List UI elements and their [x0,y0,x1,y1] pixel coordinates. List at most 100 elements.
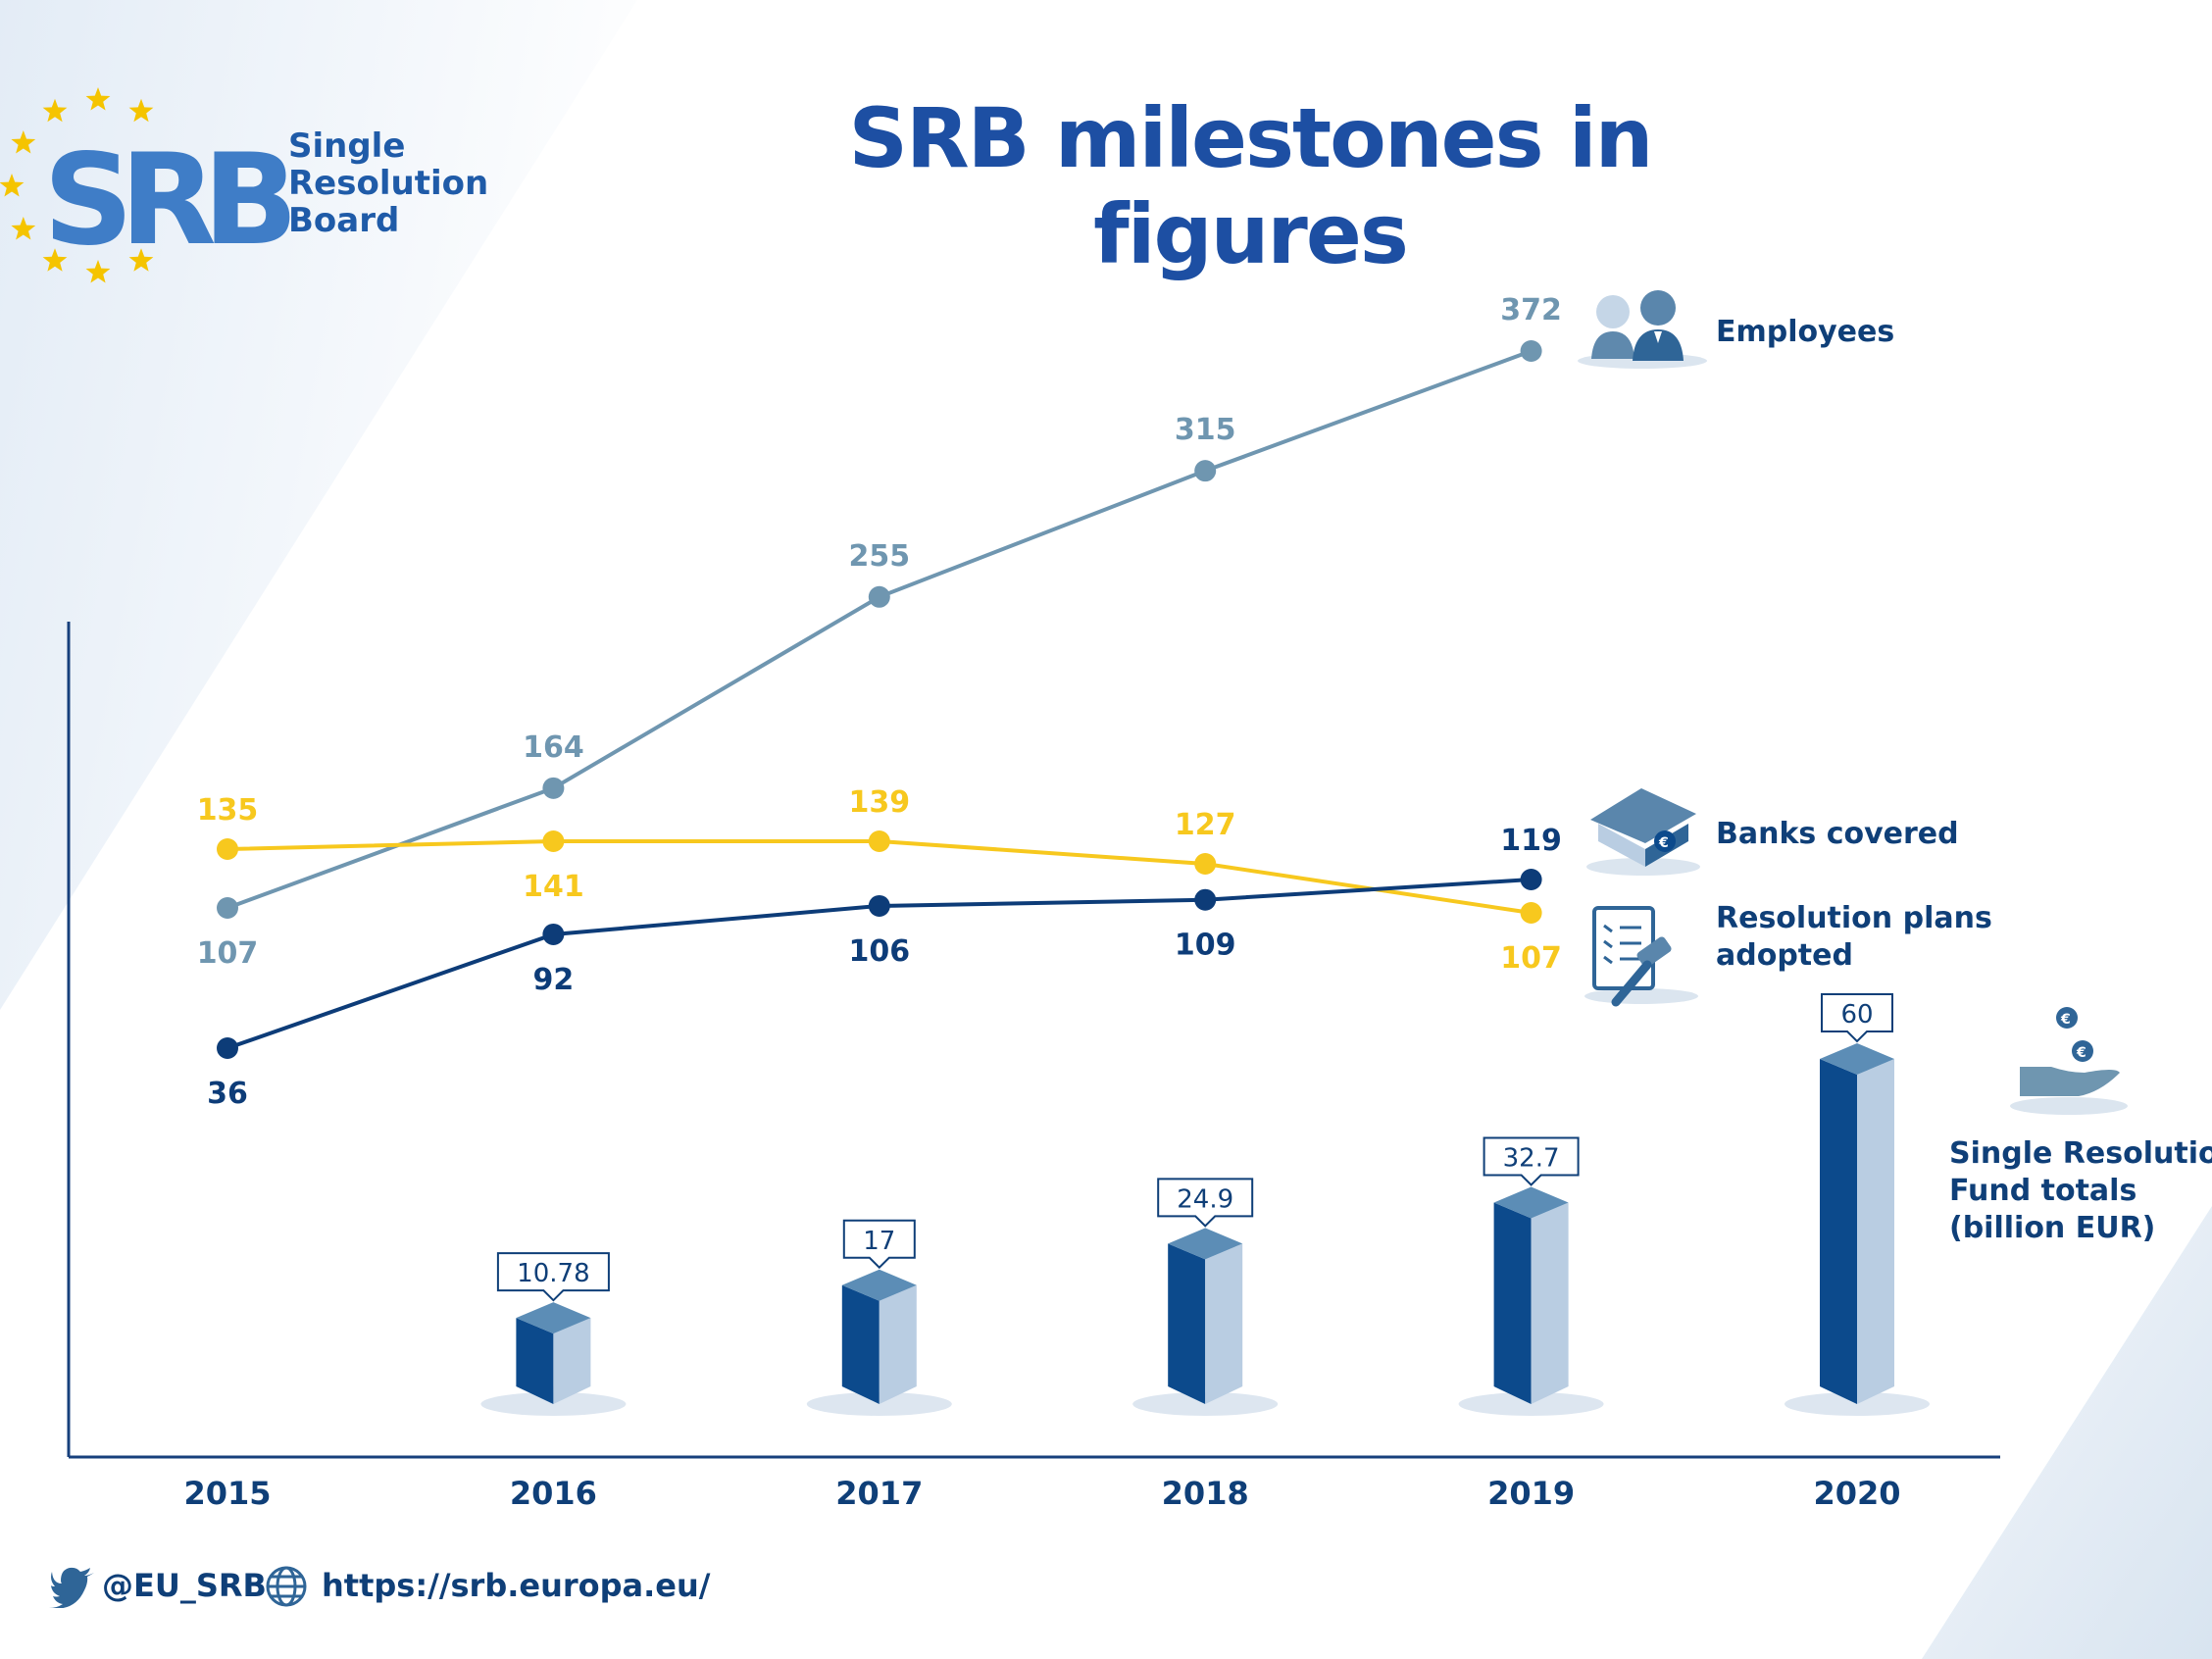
banks-covered-point [1520,869,1542,890]
background-right-triangle [1922,1206,2212,1659]
fund-value-callout [496,1252,610,1302]
banks-covered-point [868,894,890,917]
fund-bar-front [1820,1059,1857,1404]
fund-data-label: 17 [863,1227,895,1256]
footer-twitter-handle[interactable]: @EU_SRB [102,1567,267,1604]
logo-line-2: Resolution [288,164,489,203]
background-left-triangle [0,0,637,1010]
fund-bar-side [1857,1059,1894,1404]
fund-bar-top [1493,1186,1569,1219]
employees-point [217,897,238,919]
fund-bar-side [1531,1202,1569,1404]
eu-stars-icon [0,87,154,283]
employees-data-label: 107 [197,936,259,971]
fund-value-callout [1483,1136,1580,1186]
resolution-plans-point [217,838,238,860]
legend-fund-totals: Single Resolution Fund totals (billion E… [1949,1135,2212,1247]
x-tick-label: 2015 [183,1475,271,1512]
svg-text:€: € [2060,1012,2071,1028]
employees-data-label: 315 [1175,413,1236,447]
bank-icon: € [1586,788,1700,876]
employees-icon [1578,290,1707,369]
fund-bar-top [1820,1043,1894,1075]
legend-fund-line-1: Single Resolution [1949,1136,2212,1171]
employees-line [226,349,1533,910]
eu-star [85,260,111,283]
eu-star [0,174,25,197]
banks-covered-data-label: 36 [207,1077,248,1111]
employees-point [868,585,890,608]
banks-covered-point [1194,888,1217,911]
fund-data-label: 60 [1840,1000,1873,1030]
resolution-plans-data-label: 127 [1175,808,1236,842]
legend-banks-covered: Banks covered [1716,817,1959,851]
fund-bar-top [841,1269,917,1301]
logo-wordmark: Single Resolution Board [288,127,488,239]
fund-bar-front [1168,1243,1206,1404]
resolution-plans-point [542,830,565,852]
logo-letters: SRB [43,127,290,274]
globe-icon [266,1566,307,1607]
legend-employees: Employees [1716,315,1895,349]
banks-covered-data-label: 119 [1500,824,1562,858]
eu-star [128,98,154,123]
fund-value-callout [1157,1178,1254,1228]
fund-data-label: 10.78 [517,1259,589,1288]
svg-text:€: € [2076,1045,2086,1061]
eu-star [42,248,68,272]
gavel-checklist-icon [1584,906,1698,1007]
banks-covered-data-label: 106 [848,934,910,969]
eu-star [11,217,36,240]
eu-star [42,98,68,123]
legend-resolution-plans: Resolution plans adopted [1716,900,1992,975]
banks-covered-point [542,923,565,945]
legend-resolution-line-1: Resolution plans [1716,901,1992,935]
resolution-plans-data-label: 141 [523,870,584,904]
employees-point [1194,460,1217,482]
srb-logo: SRB [0,87,294,283]
eu-star [85,87,111,111]
fund-bar-front [841,1284,880,1404]
resolution-plans-point [1520,902,1542,924]
banks-covered-point [217,1037,238,1059]
resolution-plans-data-label: 135 [197,793,259,828]
fund-data-label: 24.9 [1177,1184,1233,1214]
employees-point [1520,340,1542,362]
fund-value-callout [842,1219,916,1270]
svg-text:€: € [1658,835,1669,851]
x-tick-label: 2018 [1162,1475,1249,1512]
fund-bar-side [553,1318,591,1404]
logo-line-1: Single [288,126,406,166]
x-tick-label: 2020 [1813,1475,1900,1512]
resolution-plans-point [1194,853,1217,875]
legend-fund-line-2: Fund totals [1949,1174,2137,1208]
legend-fund-line-3: (billion EUR) [1949,1211,2156,1245]
employees-point [542,777,565,799]
eu-star [11,130,36,154]
logo-line-3: Board [288,201,400,240]
resolution-plans-data-label: 107 [1500,941,1562,976]
fund-bar-side [879,1284,917,1404]
x-tick-label: 2019 [1487,1475,1575,1512]
footer-website-link[interactable]: https://srb.europa.eu/ [322,1567,711,1604]
banks-covered-data-label: 109 [1175,929,1236,963]
eu-star [128,248,154,272]
employees-data-label: 372 [1500,293,1562,327]
resolution-plans-point [868,830,890,852]
employees-data-label: 255 [848,539,910,574]
employees-data-label: 164 [523,730,584,765]
fund-bar-front [516,1318,554,1404]
fund-bar-side [1205,1243,1243,1404]
banks-covered-data-label: 92 [533,963,575,997]
fund-data-label: 32.7 [1503,1144,1560,1174]
x-tick-label: 2016 [510,1475,597,1512]
fund-hand-coins-icon: € € [2010,1007,2128,1115]
legend-resolution-line-2: adopted [1716,938,1853,973]
fund-bar-top [516,1302,591,1334]
page-title: SRB milestones in figures [848,90,1653,282]
fund-bar-front [1493,1202,1532,1404]
x-tick-label: 2017 [835,1475,923,1512]
resolution-plans-data-label: 139 [848,785,910,820]
